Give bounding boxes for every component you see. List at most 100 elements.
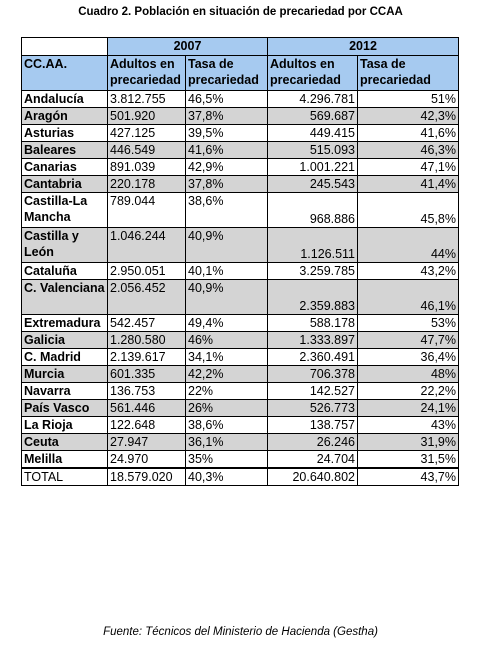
cell-tasa-2007: 36,1% bbox=[185, 433, 268, 451]
cell-ccaa: Castilla y León bbox=[21, 227, 108, 263]
cell-ccaa: TOTAL bbox=[21, 467, 108, 486]
table-row: Murcia 601.335 42,2% 706.378 48% bbox=[21, 365, 459, 383]
cell-tasa-2007: 46% bbox=[185, 331, 268, 349]
cell-adultos-2007: 2.139.617 bbox=[107, 348, 186, 366]
cell-ccaa: La Rioja bbox=[21, 416, 108, 434]
cell-tasa-2007: 40,3% bbox=[185, 467, 268, 486]
table-title: Cuadro 2. Población en situación de prec… bbox=[78, 6, 403, 18]
table-row: Andalucía 3.812.755 46,5% 4.296.781 51% bbox=[21, 90, 459, 108]
cell-adultos-2012: 526.773 bbox=[267, 399, 358, 417]
table-row: Asturias 427.125 39,5% 449.415 41,6% bbox=[21, 124, 459, 142]
cell-ccaa: Castilla-La Mancha bbox=[21, 192, 108, 228]
cell-tasa-2012: 53% bbox=[357, 314, 459, 332]
cell-adultos-2007: 1.280.580 bbox=[107, 331, 186, 349]
precariedad-table: 2007 2012 CC.AA. Adultos en precariedad … bbox=[21, 37, 459, 486]
cell-adultos-2007: 136.753 bbox=[107, 382, 186, 400]
cell-adultos-2007: 789.044 bbox=[107, 192, 186, 228]
cell-adultos-2012: 142.527 bbox=[267, 382, 358, 400]
cell-adultos-2012: 588.178 bbox=[267, 314, 358, 332]
cell-adultos-2012: 2.360.491 bbox=[267, 348, 358, 366]
cell-tasa-2007: 40,1% bbox=[185, 262, 268, 280]
table-row: Melilla 24.970 35% 24.704 31,5% bbox=[21, 450, 459, 469]
cell-adultos-2012: 24.704 bbox=[267, 450, 358, 469]
cell-tasa-2007: 41,6% bbox=[185, 141, 268, 159]
cell-adultos-2007: 891.039 bbox=[107, 158, 186, 176]
cell-tasa-2007: 42,2% bbox=[185, 365, 268, 383]
cell-ccaa: Canarias bbox=[21, 158, 108, 176]
cell-adultos-2012: 20.640.802 bbox=[267, 467, 358, 486]
cell-ccaa: Cantabria bbox=[21, 175, 108, 193]
cell-adultos-2012: 4.296.781 bbox=[267, 90, 358, 108]
table-row: C. Valenciana 2.056.452 40,9% 2.359.883 46,1… bbox=[21, 279, 459, 315]
cell-tasa-2007: 34,1% bbox=[185, 348, 268, 366]
cell-tasa-2012: 41,6% bbox=[357, 124, 459, 142]
cell-adultos-2007: 501.920 bbox=[107, 107, 186, 125]
cell-tasa-2007: 38,6% bbox=[185, 192, 268, 228]
cell-adultos-2012: 1.126.511 bbox=[267, 227, 358, 263]
cell-ccaa: Aragón bbox=[21, 107, 108, 125]
cell-adultos-2007: 542.457 bbox=[107, 314, 186, 332]
year-2012-header: 2012 bbox=[267, 37, 459, 56]
cell-tasa-2012: 47,7% bbox=[357, 331, 459, 349]
cell-tasa-2012: 46,3% bbox=[357, 141, 459, 159]
table-row: País Vasco 561.446 26% 526.773 24,1% bbox=[21, 399, 459, 417]
cell-adultos-2007: 2.950.051 bbox=[107, 262, 186, 280]
cell-ccaa: Navarra bbox=[21, 382, 108, 400]
cell-tasa-2012: 43,7% bbox=[357, 467, 459, 486]
column-header-row: CC.AA. Adultos en precariedad Tasa de pr… bbox=[21, 55, 459, 91]
cell-adultos-2012: 569.687 bbox=[267, 107, 358, 125]
cell-adultos-2007: 561.446 bbox=[107, 399, 186, 417]
table-row: La Rioja 122.648 38,6% 138.757 43% bbox=[21, 416, 459, 434]
cell-tasa-2007: 49,4% bbox=[185, 314, 268, 332]
cell-ccaa: Cataluña bbox=[21, 262, 108, 280]
cell-adultos-2012: 245.543 bbox=[267, 175, 358, 193]
header-tasa-2012: Tasa de precariedad bbox=[357, 55, 459, 91]
cell-adultos-2012: 138.757 bbox=[267, 416, 358, 434]
source-note: Fuente: Técnicos del Ministerio de Hacie… bbox=[103, 626, 378, 638]
cell-tasa-2012: 31,5% bbox=[357, 450, 459, 469]
cell-tasa-2012: 43,2% bbox=[357, 262, 459, 280]
cell-ccaa: Galicia bbox=[21, 331, 108, 349]
cell-tasa-2007: 42,9% bbox=[185, 158, 268, 176]
cell-ccaa: País Vasco bbox=[21, 399, 108, 417]
cell-tasa-2012: 31,9% bbox=[357, 433, 459, 451]
table-row: TOTAL 18.579.020 40,3% 20.640.802 43,7% bbox=[21, 467, 459, 486]
cell-ccaa: Ceuta bbox=[21, 433, 108, 451]
cell-adultos-2007: 1.046.244 bbox=[107, 227, 186, 263]
cell-tasa-2012: 45,8% bbox=[357, 192, 459, 228]
cell-adultos-2007: 24.970 bbox=[107, 450, 186, 469]
cell-tasa-2012: 42,3% bbox=[357, 107, 459, 125]
cell-adultos-2007: 2.056.452 bbox=[107, 279, 186, 315]
cell-tasa-2012: 44% bbox=[357, 227, 459, 263]
table-row: Castilla y León 1.046.244 40,9% 1.126.511 44… bbox=[21, 227, 459, 263]
year-header-row: 2007 2012 bbox=[21, 37, 459, 56]
cell-adultos-2012: 26.246 bbox=[267, 433, 358, 451]
table-row: Extremadura 542.457 49,4% 588.178 53% bbox=[21, 314, 459, 332]
table-row: C. Madrid 2.139.617 34,1% 2.360.491 36,4% bbox=[21, 348, 459, 366]
cell-adultos-2012: 968.886 bbox=[267, 192, 358, 228]
cell-adultos-2007: 27.947 bbox=[107, 433, 186, 451]
cell-tasa-2012: 22,2% bbox=[357, 382, 459, 400]
cell-ccaa: Andalucía bbox=[21, 90, 108, 108]
cell-tasa-2007: 38,6% bbox=[185, 416, 268, 434]
cell-tasa-2012: 43% bbox=[357, 416, 459, 434]
year-2007-header: 2007 bbox=[107, 37, 268, 56]
header-tasa-2007: Tasa de precariedad bbox=[185, 55, 268, 91]
cell-adultos-2007: 220.178 bbox=[107, 175, 186, 193]
cell-ccaa: Melilla bbox=[21, 450, 108, 469]
cell-tasa-2012: 47,1% bbox=[357, 158, 459, 176]
cell-tasa-2007: 46,5% bbox=[185, 90, 268, 108]
cell-tasa-2012: 24,1% bbox=[357, 399, 459, 417]
cell-adultos-2007: 601.335 bbox=[107, 365, 186, 383]
header-adultos-2012: Adultos en precariedad bbox=[267, 55, 358, 91]
header-ccaa: CC.AA. bbox=[21, 55, 108, 91]
table-row: Galicia 1.280.580 46% 1.333.897 47,7% bbox=[21, 331, 459, 349]
cell-adultos-2007: 18.579.020 bbox=[107, 467, 186, 486]
cell-ccaa: Baleares bbox=[21, 141, 108, 159]
cell-adultos-2007: 122.648 bbox=[107, 416, 186, 434]
cell-tasa-2007: 22% bbox=[185, 382, 268, 400]
cell-tasa-2012: 51% bbox=[357, 90, 459, 108]
cell-ccaa: Asturias bbox=[21, 124, 108, 142]
cell-tasa-2012: 41,4% bbox=[357, 175, 459, 193]
cell-adultos-2012: 1.333.897 bbox=[267, 331, 358, 349]
